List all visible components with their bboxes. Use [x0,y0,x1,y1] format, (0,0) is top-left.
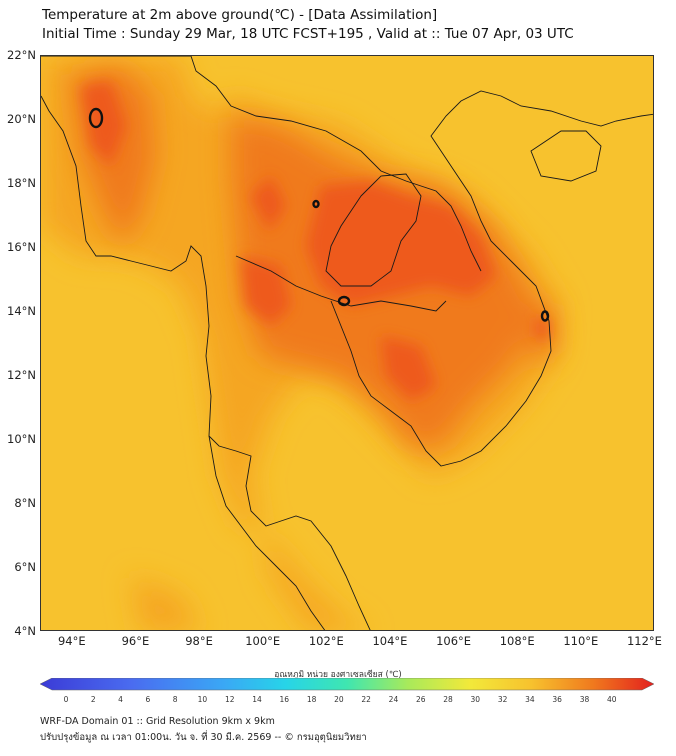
lon-tick-label: 102°E [308,634,344,648]
colorbar-tick-label: 18 [307,695,317,704]
colorbar-tick-label: 40 [607,695,617,704]
colorbar-tick-label: 0 [64,695,69,704]
colorbar-tick-label: 16 [280,695,290,704]
colorbar-title: อุณหภูมิ หน่วย องศาเซลเซียส (℃) [274,670,402,680]
colorbar-tick-label: 32 [498,695,508,704]
colorbar-tick-label: 10 [198,695,208,704]
footer-update-info: ปรับปรุงข้อมูล ณ เวลา 01:00น. วัน จ. ที่… [40,732,367,743]
colorbar-tick-label: 34 [525,695,535,704]
lon-tick-label: 94°E [57,634,86,648]
lat-tick-label: 8°N [14,496,36,510]
colorbar: 0 2 4 6 8 10 12 14 16 18 20 22 24 26 28 30 32 34 36 38 40 [39,677,655,708]
chart-subtitle: Initial Time : Sunday 29 Mar, 18 UTC FCS… [42,26,574,42]
coastlines [41,56,653,630]
footer-model-info: WRF-DA Domain 01 :: Grid Resolution 9km … [40,716,275,727]
lon-tick-label: 98°E [185,634,213,648]
lon-tick-label: 100°E [245,634,281,648]
colorbar-tick-label: 20 [334,695,344,704]
lat-tick-label: 14°N [7,304,36,318]
lon-tick-label: 110°E [563,634,599,648]
lon-tick-label: 106°E [436,634,472,648]
lat-tick-label: 16°N [7,240,36,254]
contour-loop-4 [540,310,550,322]
contour-loops [88,107,550,322]
colorbar-tick-label: 22 [361,695,371,704]
lon-tick-label: 112°E [626,634,662,648]
lon-tick-label: 108°E [499,634,535,648]
colorbar-tick-label: 26 [416,695,426,704]
colorbar-tick-label: 38 [580,695,590,704]
temperature-map[interactable] [40,55,654,631]
contour-loop-2 [312,199,320,209]
colorbar-gradient [39,677,655,691]
lat-tick-label: 12°N [7,368,36,382]
lat-tick-label: 20°N [7,112,36,126]
contour-loop-1 [88,107,104,129]
colorbar-tick-label: 14 [252,695,262,704]
colorbar-tick-label: 12 [225,695,235,704]
colorbar-svg: 0 2 4 6 8 10 12 14 16 18 20 22 24 26 28 30 32 34 36 38 40 [39,677,655,704]
colorbar-tick-label: 30 [471,695,481,704]
colorbar-tick-label: 28 [443,695,453,704]
colorbar-tick-label: 8 [173,695,178,704]
lat-tick-label: 6°N [14,560,36,574]
lat-tick-label: 18°N [7,176,36,190]
chart-title: Temperature at 2m above ground(℃) - [Dat… [42,7,438,23]
lat-tick-label: 4°N [14,624,36,638]
lat-tick-label: 22°N [7,48,36,62]
hotter-field [81,81,549,401]
map-svg [41,56,653,630]
colorbar-tick-label: 24 [389,695,399,704]
colorbar-tick-label: 4 [118,695,123,704]
colorbar-tick-label: 36 [552,695,562,704]
contour-loop-3 [337,295,351,307]
lat-tick-label: 10°N [7,432,36,446]
colorbar-tick-label: 6 [145,695,150,704]
lon-tick-label: 104°E [372,634,408,648]
colorbar-tick-label: 2 [91,695,96,704]
lon-tick-label: 96°E [121,634,150,648]
